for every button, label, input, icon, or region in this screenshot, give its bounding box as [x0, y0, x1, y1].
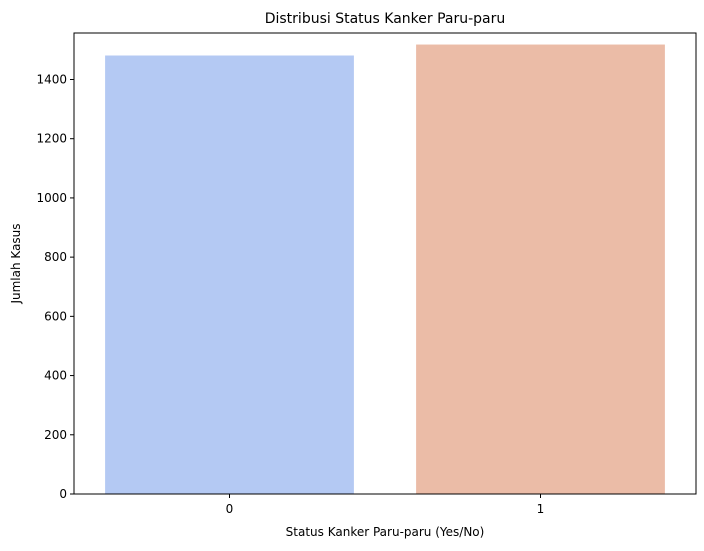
chart-title: Distribusi Status Kanker Paru-paru [265, 11, 506, 27]
x-tick-label: 0 [226, 502, 234, 516]
plot-frame [73, 32, 697, 495]
bar-1 [416, 44, 665, 494]
y-axis-ticks: 0 200 400 600 800 1000 1200 1400 [36, 72, 74, 501]
x-tick-label: 1 [537, 502, 545, 516]
y-tick-label: 600 [44, 309, 67, 323]
bar-0 [105, 55, 354, 494]
y-tick-label: 1000 [36, 191, 67, 205]
y-tick-label: 200 [44, 428, 67, 442]
y-tick-label: 400 [44, 369, 67, 383]
y-tick-label: 1200 [36, 132, 67, 146]
y-tick-label: 1400 [36, 72, 67, 86]
bars-group [105, 44, 665, 494]
y-tick-label: 800 [44, 250, 67, 264]
y-axis-label: Jumlah Kasus [9, 223, 23, 304]
x-axis-label: Status Kanker Paru-paru (Yes/No) [286, 525, 485, 539]
y-tick-label: 0 [59, 487, 67, 501]
